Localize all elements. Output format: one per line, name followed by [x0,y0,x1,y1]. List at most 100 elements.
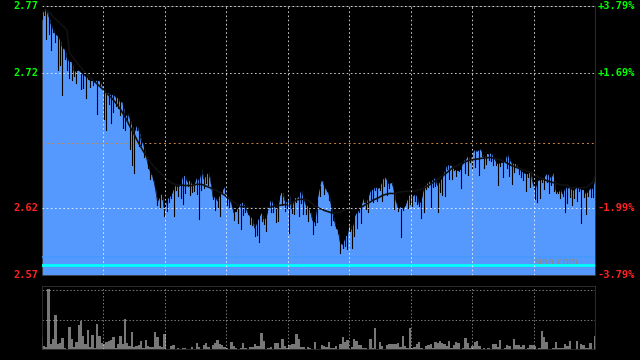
Bar [233,346,235,349]
Bar [455,342,458,349]
Bar [92,336,93,349]
Bar [263,341,265,349]
Bar [534,346,536,349]
Bar [428,345,429,349]
Bar [110,341,112,349]
Bar [379,342,381,349]
Bar [221,345,223,349]
Bar [589,343,592,349]
Bar [161,347,163,349]
Bar [395,345,397,349]
Bar [82,336,84,349]
Bar [298,339,300,349]
Bar [420,347,422,349]
Bar [462,348,465,349]
Bar [312,348,314,349]
Bar [446,346,448,349]
Bar [434,342,436,349]
Bar [96,324,99,349]
Bar [286,348,288,349]
Bar [136,346,138,349]
Bar [87,330,89,349]
Bar [189,348,191,349]
Bar [402,336,404,349]
Bar [501,348,504,349]
Bar [275,343,276,349]
Bar [133,347,136,349]
Bar [488,348,490,349]
Bar [594,336,596,349]
Bar [328,342,330,349]
Bar [203,345,205,349]
Bar [513,339,515,349]
Bar [478,346,481,349]
Bar [582,345,585,349]
Bar [230,342,233,349]
Bar [559,348,562,349]
Bar [344,342,346,349]
Bar [131,332,133,349]
Bar [170,346,172,349]
Bar [529,345,531,349]
Bar [365,348,367,349]
Bar [93,348,96,349]
Bar [152,347,154,349]
Bar [568,341,571,349]
Bar [45,347,47,349]
Text: 2.57: 2.57 [14,270,39,280]
Bar [212,345,214,349]
Bar [543,337,545,349]
Bar [545,342,548,349]
Bar [244,348,246,349]
Bar [50,344,52,349]
Bar [122,344,124,349]
Bar [295,334,298,349]
Bar [239,348,242,349]
Bar [520,347,522,349]
Text: -3.79%: -3.79% [598,270,636,280]
Bar [497,347,499,349]
Bar [284,346,286,349]
Bar [342,337,344,349]
Bar [253,344,256,349]
Bar [448,341,451,349]
Bar [124,319,126,349]
Bar [145,340,147,349]
Bar [452,345,455,349]
Bar [205,343,207,349]
Bar [282,339,284,349]
Bar [40,337,43,349]
Bar [451,348,452,349]
Bar [418,342,420,349]
Text: +3.79%: +3.79% [598,1,636,11]
Bar [103,345,106,349]
Bar [392,344,395,349]
Bar [182,348,184,349]
Bar [474,342,476,349]
Bar [198,347,200,349]
Bar [335,346,337,349]
Bar [580,344,582,349]
Bar [465,338,467,349]
Bar [288,345,291,349]
Bar [511,348,513,349]
Bar [566,346,568,349]
Bar [108,341,110,349]
Bar [115,348,117,349]
Bar [416,344,418,349]
Bar [219,344,221,349]
Bar [436,343,439,349]
Bar [531,345,534,349]
Bar [193,348,196,349]
Bar [61,338,63,349]
Bar [75,342,77,349]
Bar [307,347,309,349]
Bar [186,348,189,349]
Bar [351,347,353,349]
Bar [323,346,325,349]
Bar [302,347,305,349]
Bar [293,344,295,349]
Bar [249,347,252,349]
Bar [587,348,589,349]
Bar [381,346,383,349]
